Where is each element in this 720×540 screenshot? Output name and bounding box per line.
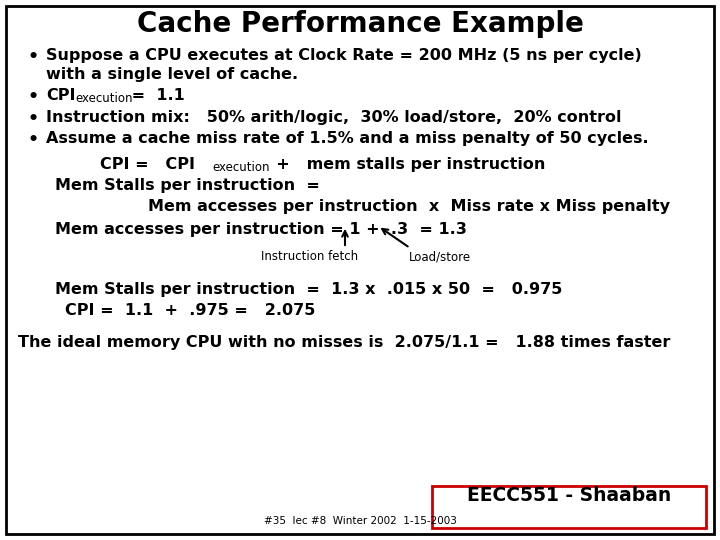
Text: Suppose a CPU executes at Clock Rate = 200 MHz (5 ns per cycle): Suppose a CPU executes at Clock Rate = 2… [46,48,642,63]
Text: EECC551 - Shaaban: EECC551 - Shaaban [467,486,671,505]
Text: #35  lec #8  Winter 2002  1-15-2003: #35 lec #8 Winter 2002 1-15-2003 [264,516,456,526]
Text: CPI =   CPI: CPI = CPI [100,157,195,172]
Bar [432,486,706,528]
Text: •: • [28,48,39,66]
Text: with a single level of cache.: with a single level of cache. [46,67,298,82]
Text: Instruction mix:   50% arith/logic,  30% load/store,  20% control: Instruction mix: 50% arith/logic, 30% lo… [46,110,621,125]
Text: execution: execution [75,92,132,105]
Text: =  1.1: = 1.1 [126,88,185,103]
Text: Mem accesses per instruction = 1 +  .3  = 1.3: Mem accesses per instruction = 1 + .3 = … [55,222,467,237]
Text: CPI: CPI [46,88,76,103]
Text: CPI =  1.1  +  .975 =   2.075: CPI = 1.1 + .975 = 2.075 [65,303,315,318]
Text: Assume a cache miss rate of 1.5% and a miss penalty of 50 cycles.: Assume a cache miss rate of 1.5% and a m… [46,131,649,146]
Text: •: • [28,110,39,128]
Text: Load/store: Load/store [409,250,471,263]
Text: •: • [28,131,39,149]
Text: execution: execution [212,161,269,174]
Text: Mem accesses per instruction  x  Miss rate x Miss penalty: Mem accesses per instruction x Miss rate… [148,199,670,214]
Text: •: • [28,88,39,106]
Text: Instruction fetch: Instruction fetch [261,250,359,263]
Text: Cache Performance Example: Cache Performance Example [137,10,583,38]
Text: Mem Stalls per instruction  =: Mem Stalls per instruction = [55,178,320,193]
Text: +   mem stalls per instruction: + mem stalls per instruction [265,157,545,172]
Text: Mem Stalls per instruction  =  1.3 x  .015 x 50  =   0.975: Mem Stalls per instruction = 1.3 x .015 … [55,282,562,297]
Text: The ideal memory CPU with no misses is  2.075/1.1 =   1.88 times faster: The ideal memory CPU with no misses is 2… [18,335,670,350]
